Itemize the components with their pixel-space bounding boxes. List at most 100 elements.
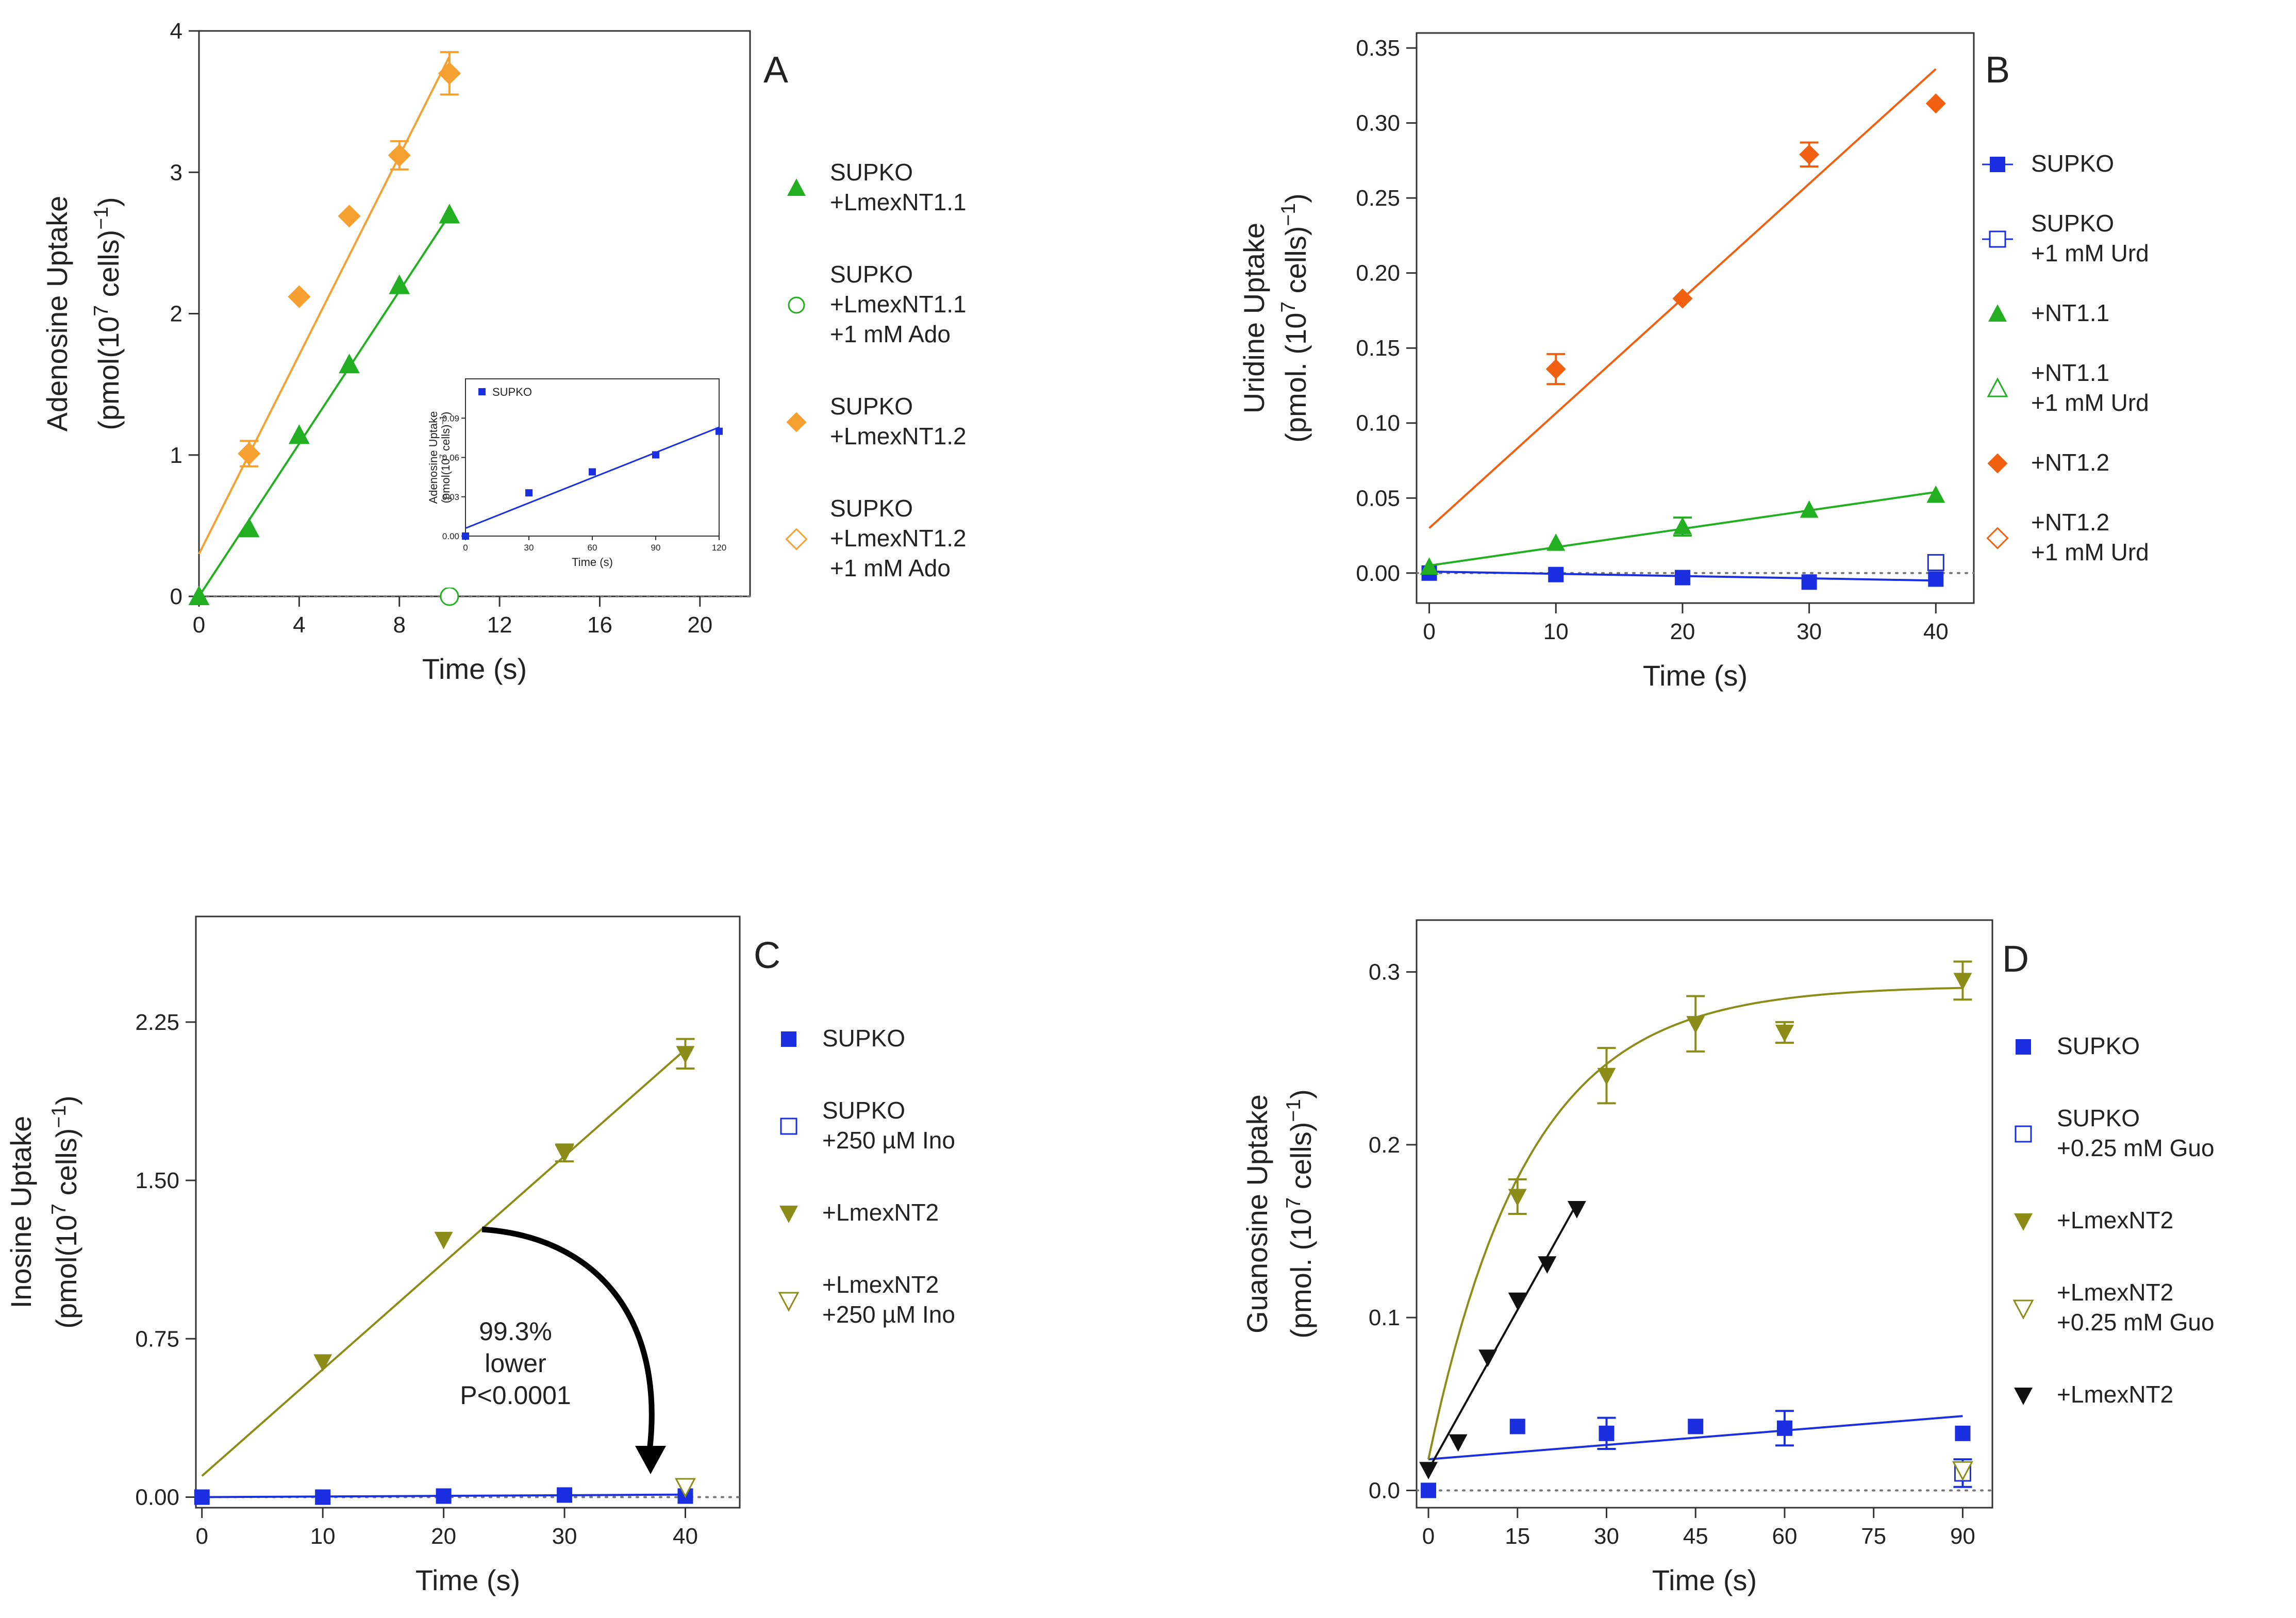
inset-data-point — [462, 532, 469, 540]
data-point — [1674, 570, 1690, 586]
data-point — [1546, 533, 1566, 551]
plot-frame — [1416, 32, 1975, 604]
x-tick-label: 45 — [1683, 1524, 1708, 1549]
y-tick-label: 0.0 — [1369, 1478, 1400, 1503]
inset-legend-marker — [478, 388, 486, 395]
data-point — [238, 518, 260, 538]
data-point — [438, 62, 461, 85]
y-tick-label: 2.25 — [135, 1010, 179, 1035]
data-point — [555, 1145, 574, 1163]
data-point — [1925, 93, 1946, 114]
legend-label: +LmexNT1.1 — [830, 291, 967, 318]
legend-label: +1 mM Urd — [2031, 389, 2149, 416]
text-part: Adenosine Uptake — [41, 196, 73, 432]
series-0 — [1421, 1410, 1971, 1498]
data-point — [288, 424, 310, 444]
y-tick-label: 0.2 — [1369, 1132, 1400, 1158]
text-part: ) — [1285, 1089, 1317, 1099]
y-axis-unit-label: (pmol. (107 cells)−1) — [1277, 193, 1312, 442]
y-tick-label: 0.1 — [1369, 1305, 1400, 1330]
legend: SUPKO SUPKO +250 µM Ino +LmexNT2 +LmexNT2 +25… — [778, 1025, 955, 1328]
fit-line — [1427, 1203, 1578, 1471]
text-part: cells) — [1285, 1122, 1317, 1197]
y-axis-unit-label: (pmol(107 cells)−1) — [90, 197, 125, 430]
fit-line — [198, 56, 451, 555]
inset-x-tick-label: 120 — [712, 543, 726, 553]
series-3 — [675, 1478, 696, 1498]
data-point — [1545, 359, 1566, 379]
data-point — [1509, 1419, 1525, 1434]
text-part: (pmol(10 — [439, 459, 452, 504]
legend-label: +NT1.2 — [2031, 449, 2109, 476]
data-point — [1688, 1419, 1704, 1434]
text-part: −1 — [1277, 203, 1300, 226]
text-part: ) — [92, 197, 125, 207]
y-tick-label: 2 — [170, 302, 182, 327]
x-tick-label: 0 — [1422, 1524, 1435, 1549]
panel-c: 0 10 20 30 40 0.00 0.75 1.50 2.25 Time (s) Inosine… — [5, 915, 955, 1596]
inset-data-point — [652, 451, 659, 459]
fit-line — [201, 1048, 686, 1477]
legend-label: +0.25 mM Guo — [2057, 1309, 2215, 1336]
data-point — [1776, 1420, 1792, 1436]
legend-label: SUPKO — [2031, 150, 2114, 177]
text-part: ) — [50, 1095, 82, 1105]
legend-marker — [2016, 1039, 2031, 1055]
data-point — [388, 144, 411, 167]
y-tick-label: 0.25 — [1356, 186, 1400, 211]
legend-marker — [1989, 230, 2006, 248]
y-tick-label: 0.05 — [1356, 486, 1400, 511]
y-tick-label: 0.75 — [135, 1326, 179, 1352]
data-point — [1538, 1256, 1557, 1274]
inset-data-point — [716, 427, 723, 435]
y-axis-label: Inosine Uptake — [5, 1116, 37, 1309]
legend-label: +LmexNT2 — [2057, 1207, 2173, 1233]
x-axis-label: Time (s) — [1652, 1564, 1757, 1596]
legend-marker — [2015, 1125, 2032, 1143]
x-tick-label: 30 — [552, 1524, 577, 1549]
inset-y-tick-label: 0.03 — [442, 492, 459, 502]
text-part: cells) — [1279, 226, 1312, 302]
legend-marker — [787, 178, 806, 196]
panel-letter: A — [763, 49, 788, 91]
text-part: Inosine Uptake — [5, 1116, 37, 1309]
inset-y-axis-unit-label: (pmol(107 cells)−1) — [439, 412, 453, 504]
inset-x-tick-label: 60 — [588, 543, 597, 553]
x-tick-label: 20 — [431, 1524, 456, 1549]
series-0 — [194, 1487, 693, 1505]
legend-label: +NT1.2 — [2031, 509, 2109, 536]
legend-marker — [785, 528, 808, 551]
text-part: −1 — [90, 207, 112, 230]
text-part: −1 — [439, 415, 447, 425]
series-4 — [1428, 68, 1946, 529]
text-part: 7 — [48, 1204, 70, 1215]
annotation-text: 99.3% — [479, 1317, 552, 1346]
x-tick-label: 12 — [487, 612, 512, 638]
y-tick-label: 0.00 — [1356, 561, 1400, 586]
legend-label: +LmexNT2 — [822, 1199, 939, 1226]
legend-label: SUPKO — [822, 1097, 905, 1124]
data-point — [1955, 1425, 1971, 1441]
y-axis-label: Guanosine Uptake — [1241, 1094, 1273, 1333]
plot-frame — [1416, 919, 1993, 1509]
panel-d: 0 15 30 45 60 75 90 0.0 0.1 0.2 0.3 Time (s) Guanosi… — [1241, 919, 2215, 1596]
x-axis-label: Time (s) — [422, 653, 527, 685]
series-2 — [198, 51, 461, 555]
x-tick-label: 0 — [195, 1524, 208, 1549]
text-part: ) — [439, 412, 452, 415]
legend-label: SUPKO — [2031, 210, 2114, 237]
annotation-arrowhead — [635, 1446, 666, 1474]
legend-label: +LmexNT1.2 — [830, 525, 967, 552]
legend-label: +LmexNT1.2 — [830, 423, 967, 449]
panel-letter: D — [2002, 939, 2029, 980]
data-point — [1673, 516, 1692, 535]
legend-marker — [2014, 1388, 2033, 1405]
text-part: 7 — [90, 305, 112, 316]
data-point — [1508, 1292, 1527, 1310]
data-point — [434, 1231, 453, 1249]
legend-label: SUPKO — [830, 261, 913, 288]
text-part: Guanosine Uptake — [1241, 1094, 1273, 1333]
y-tick-label: 0.3 — [1369, 960, 1400, 985]
data-point — [1926, 485, 1945, 503]
